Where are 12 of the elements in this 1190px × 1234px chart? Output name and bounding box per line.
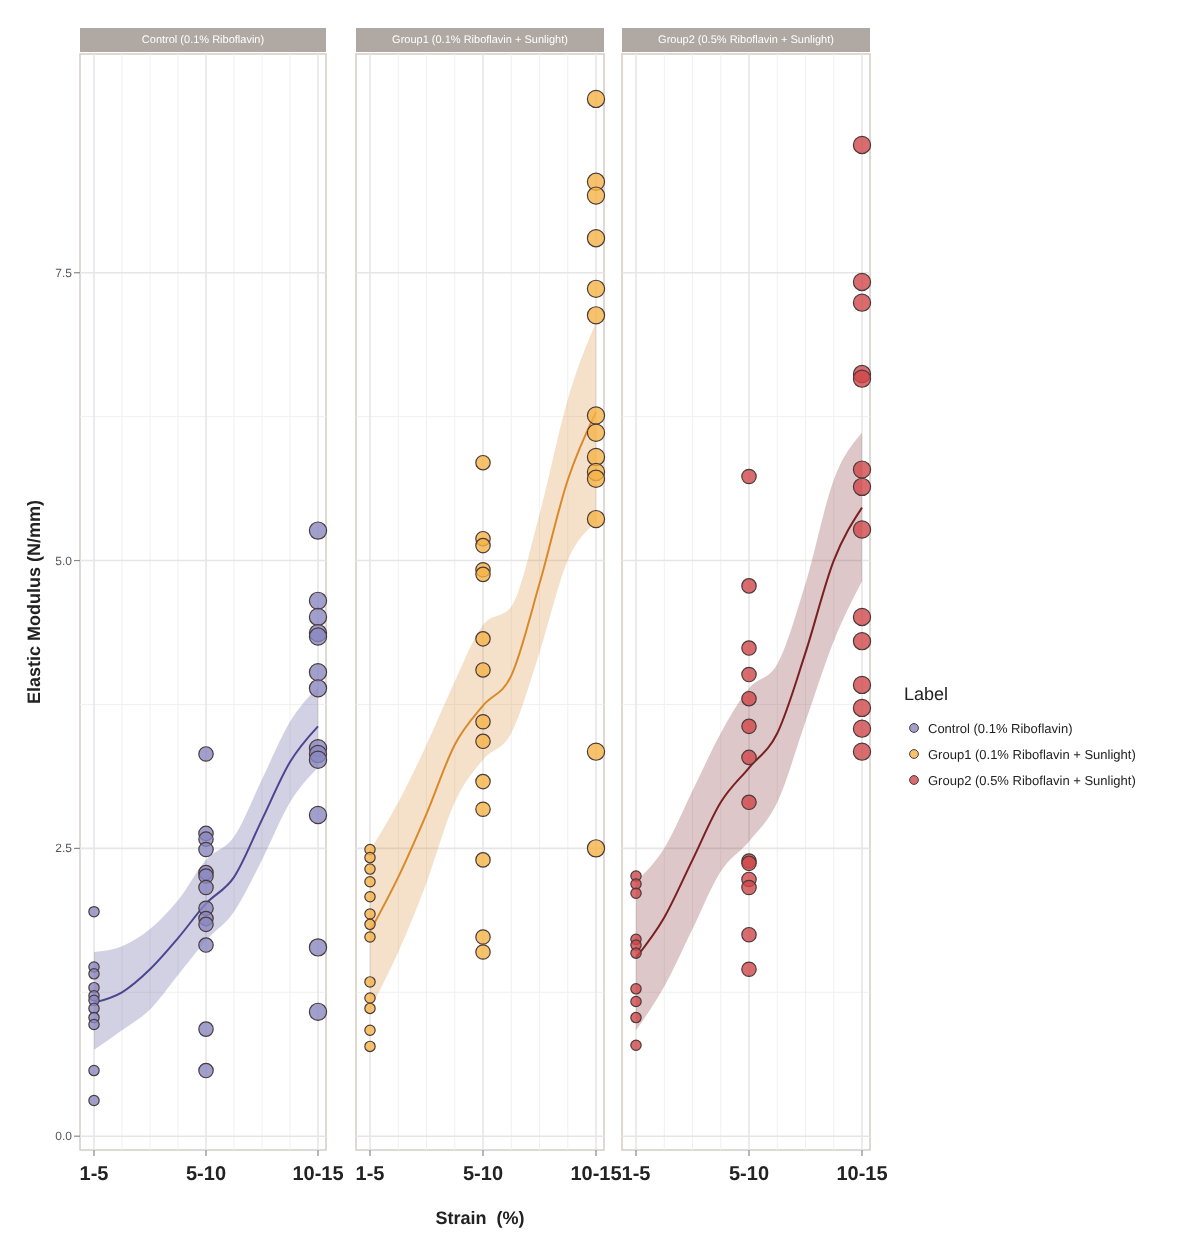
x-tick-label: 5-10: [462, 1164, 504, 1186]
x-tick-label: 10-15: [292, 1164, 345, 1186]
legend-title: Label: [904, 684, 949, 704]
x-tick-label: 1-5: [355, 1164, 386, 1186]
x-tick-label: 10-15: [836, 1164, 889, 1186]
x-tick-label: 5-10: [185, 1164, 227, 1186]
x-tick-label: 5-10: [728, 1164, 770, 1186]
x-tick-label: 10-15: [570, 1164, 623, 1186]
x-tick-label: 1-5: [621, 1164, 652, 1186]
y-axis-title: Elastic Modulus (N/mm): [24, 499, 44, 705]
x-tick-label: 1-5: [79, 1164, 110, 1186]
x-axis-title: Strain (%): [435, 1208, 525, 1228]
